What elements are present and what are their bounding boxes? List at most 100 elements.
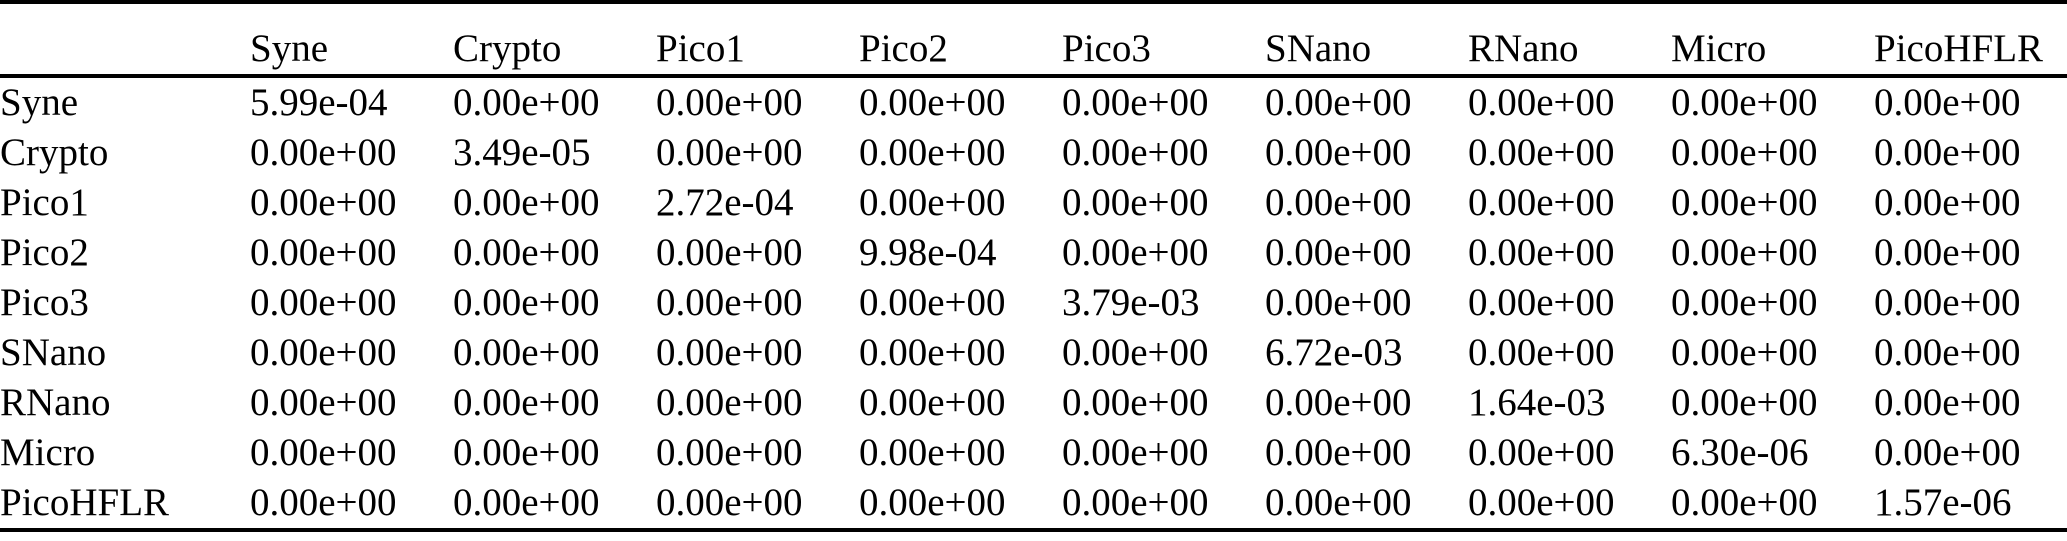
matrix-cell: 0.00e+00 <box>250 478 453 532</box>
column-header-crypto: Crypto <box>453 2 656 78</box>
matrix-cell: 0.00e+00 <box>1265 381 1412 424</box>
corner-cell <box>0 2 250 78</box>
matrix-cell: 0.00e+00 <box>1874 331 2021 374</box>
matrix-cell: 0.00e+00 <box>453 181 600 224</box>
matrix-cell: 0.00e+00 <box>1468 281 1615 324</box>
matrix-cell: 2.72e-04 <box>656 181 794 224</box>
matrix-cell: 9.98e-04 <box>859 231 997 274</box>
matrix-cell: 0.00e+00 <box>1062 181 1209 224</box>
matrix-cell: 0.00e+00 <box>1062 131 1209 174</box>
matrix-cell: 0.00e+00 <box>1671 231 1818 274</box>
matrix-cell: 0.00e+00 <box>1265 81 1412 124</box>
row-label-micro: Micro <box>0 431 96 474</box>
matrix-cell: 0.00e+00 <box>453 281 600 324</box>
matrix-cell: 0.00e+00 <box>250 231 397 274</box>
matrix-cell: 0.00e+00 <box>656 81 803 124</box>
row-label-snano: SNano <box>0 331 107 374</box>
matrix-cell: 0.00e+00 <box>1265 181 1412 224</box>
matrix-cell: 6.72e-03 <box>1265 331 1403 374</box>
table-row: Pico1 0.00e+00 0.00e+00 2.72e-04 0.00e+00 0.0… <box>0 178 2067 228</box>
table-row: SNano 0.00e+00 0.00e+00 0.00e+00 0.00e+00 0.0… <box>0 328 2067 378</box>
matrix-cell: 0.00e+00 <box>250 281 397 324</box>
row-label-picohflr: PicoHFLR <box>0 478 250 532</box>
matrix-cell: 0.00e+00 <box>656 131 803 174</box>
matrix-cell: 0.00e+00 <box>859 81 1006 124</box>
matrix-cell: 0.00e+00 <box>1468 131 1615 174</box>
matrix-cell: 0.00e+00 <box>250 381 397 424</box>
matrix-cell: 0.00e+00 <box>1874 231 2021 274</box>
matrix-cell: 0.00e+00 <box>1874 131 2021 174</box>
table-row: Syne 5.99e-04 0.00e+00 0.00e+00 0.00e+00 0.00… <box>0 76 2067 128</box>
matrix-cell: 0.00e+00 <box>453 381 600 424</box>
matrix-cell: 0.00e+00 <box>250 181 397 224</box>
column-header-syne: Syne <box>250 2 453 78</box>
table-row: PicoHFLR 0.00e+00 0.00e+00 0.00e+00 0.00e+00… <box>0 478 2067 532</box>
matrix-cell: 0.00e+00 <box>1468 81 1615 124</box>
matrix-cell: 0.00e+00 <box>250 331 397 374</box>
matrix-cell: 0.00e+00 <box>1874 431 2021 474</box>
row-label-rnano: RNano <box>0 381 111 424</box>
matrix-cell: 3.49e-05 <box>453 131 591 174</box>
matrix-cell: 0.00e+00 <box>453 431 600 474</box>
column-header-micro: Micro <box>1671 2 1874 78</box>
matrix-cell: 1.64e-03 <box>1468 381 1606 424</box>
matrix-cell: 0.00e+00 <box>656 281 803 324</box>
table-header: Syne Crypto Pico1 Pico2 Pico3 SNano RNano Micro… <box>0 2 2067 78</box>
matrix-cell: 0.00e+00 <box>656 431 803 474</box>
matrix-cell: 3.79e-03 <box>1062 281 1200 324</box>
matrix-cell: 0.00e+00 <box>859 281 1006 324</box>
matrix-cell: 5.99e-04 <box>250 81 388 124</box>
matrix-cell: 0.00e+00 <box>859 431 1006 474</box>
matrix-cell: 0.00e+00 <box>1062 231 1209 274</box>
matrix-cell: 0.00e+00 <box>656 478 859 532</box>
table-body: Syne 5.99e-04 0.00e+00 0.00e+00 0.00e+00 0.00… <box>0 76 2067 532</box>
matrix-cell: 0.00e+00 <box>1671 478 1874 532</box>
row-label-syne: Syne <box>0 81 78 124</box>
column-header-pico3: Pico3 <box>1062 2 1265 78</box>
column-header-rnano: RNano <box>1468 2 1671 78</box>
matrix-cell: 0.00e+00 <box>859 131 1006 174</box>
matrix-cell: 0.00e+00 <box>1468 331 1615 374</box>
table-row: RNano 0.00e+00 0.00e+00 0.00e+00 0.00e+00 0.0… <box>0 378 2067 428</box>
matrix-cell: 0.00e+00 <box>1671 81 1818 124</box>
matrix-cell: 0.00e+00 <box>1062 431 1209 474</box>
matrix-cell: 0.00e+00 <box>453 331 600 374</box>
matrix-cell: 0.00e+00 <box>1265 431 1412 474</box>
matrix-cell: 0.00e+00 <box>1874 181 2021 224</box>
table-row: Pico3 0.00e+00 0.00e+00 0.00e+00 0.00e+00 3.7… <box>0 278 2067 328</box>
matrix-cell: 0.00e+00 <box>1062 478 1265 532</box>
matrix-cell: 0.00e+00 <box>1468 431 1615 474</box>
matrix-cell: 0.00e+00 <box>1062 331 1209 374</box>
matrix-cell: 0.00e+00 <box>1265 478 1468 532</box>
matrix-cell: 0.00e+00 <box>1062 81 1209 124</box>
matrix-cell: 0.00e+00 <box>656 381 803 424</box>
matrix-cell: 0.00e+00 <box>1062 381 1209 424</box>
matrix-cell: 0.00e+00 <box>250 131 397 174</box>
matrix-cell: 6.30e-06 <box>1671 431 1809 474</box>
matrix-cell: 0.00e+00 <box>250 431 397 474</box>
matrix-cell: 0.00e+00 <box>656 231 803 274</box>
matrix-cell: 0.00e+00 <box>1468 231 1615 274</box>
matrix-cell: 0.00e+00 <box>1265 131 1412 174</box>
matrix-cell: 0.00e+00 <box>859 381 1006 424</box>
matrix-cell: 0.00e+00 <box>1671 331 1818 374</box>
matrix-cell: 0.00e+00 <box>859 331 1006 374</box>
matrix-cell: 0.00e+00 <box>859 478 1062 532</box>
matrix-cell: 0.00e+00 <box>1874 81 2021 124</box>
column-header-pico1: Pico1 <box>656 2 859 78</box>
matrix-cell: 0.00e+00 <box>453 231 600 274</box>
matrix-cell: 0.00e+00 <box>1671 181 1818 224</box>
matrix-cell: 0.00e+00 <box>1671 381 1818 424</box>
matrix-cell: 0.00e+00 <box>453 478 656 532</box>
column-header-snano: SNano <box>1265 2 1468 78</box>
matrix-cell: 1.57e-06 <box>1874 478 2067 532</box>
row-label-crypto: Crypto <box>0 131 109 174</box>
row-label-pico1: Pico1 <box>0 181 89 224</box>
matrix-cell: 0.00e+00 <box>453 81 600 124</box>
table-row: Micro 0.00e+00 0.00e+00 0.00e+00 0.00e+00 0.0… <box>0 428 2067 478</box>
matrix-cell: 0.00e+00 <box>1671 281 1818 324</box>
matrix-cell: 0.00e+00 <box>1874 381 2021 424</box>
matrix-cell: 0.00e+00 <box>1671 131 1818 174</box>
matrix-cell: 0.00e+00 <box>656 331 803 374</box>
